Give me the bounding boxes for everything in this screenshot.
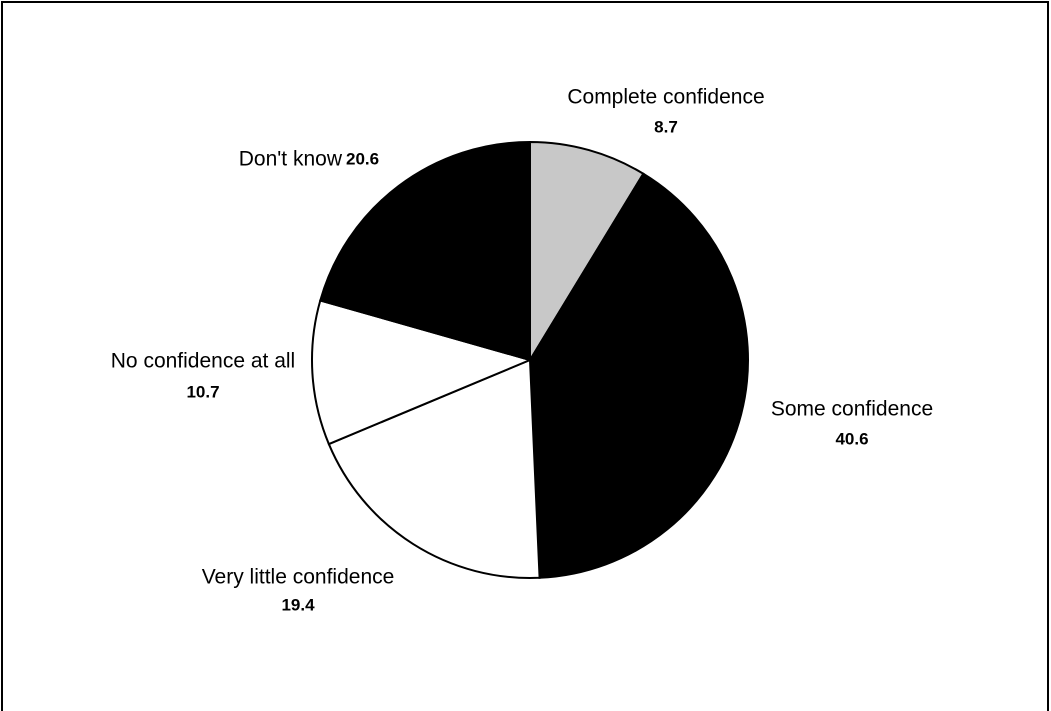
slice-value: 10.7 xyxy=(186,382,219,401)
slice-value: 40.6 xyxy=(835,429,868,448)
pie-slice xyxy=(529,140,645,364)
pie-slice xyxy=(311,299,534,446)
pie-slice xyxy=(327,358,541,579)
pie-slice xyxy=(528,172,749,579)
pie-slice xyxy=(319,140,531,362)
slice-label: Don't know xyxy=(239,148,343,171)
slice-label: Complete confidence xyxy=(567,86,764,109)
slice-value: 8.7 xyxy=(654,117,678,136)
slice-value: 20.6 xyxy=(346,149,379,168)
slice-label: Very little confidence xyxy=(202,566,395,589)
slice-label: Some confidence xyxy=(771,398,933,421)
slice-value: 19.4 xyxy=(281,595,315,614)
slice-label: No confidence at all xyxy=(111,350,295,373)
